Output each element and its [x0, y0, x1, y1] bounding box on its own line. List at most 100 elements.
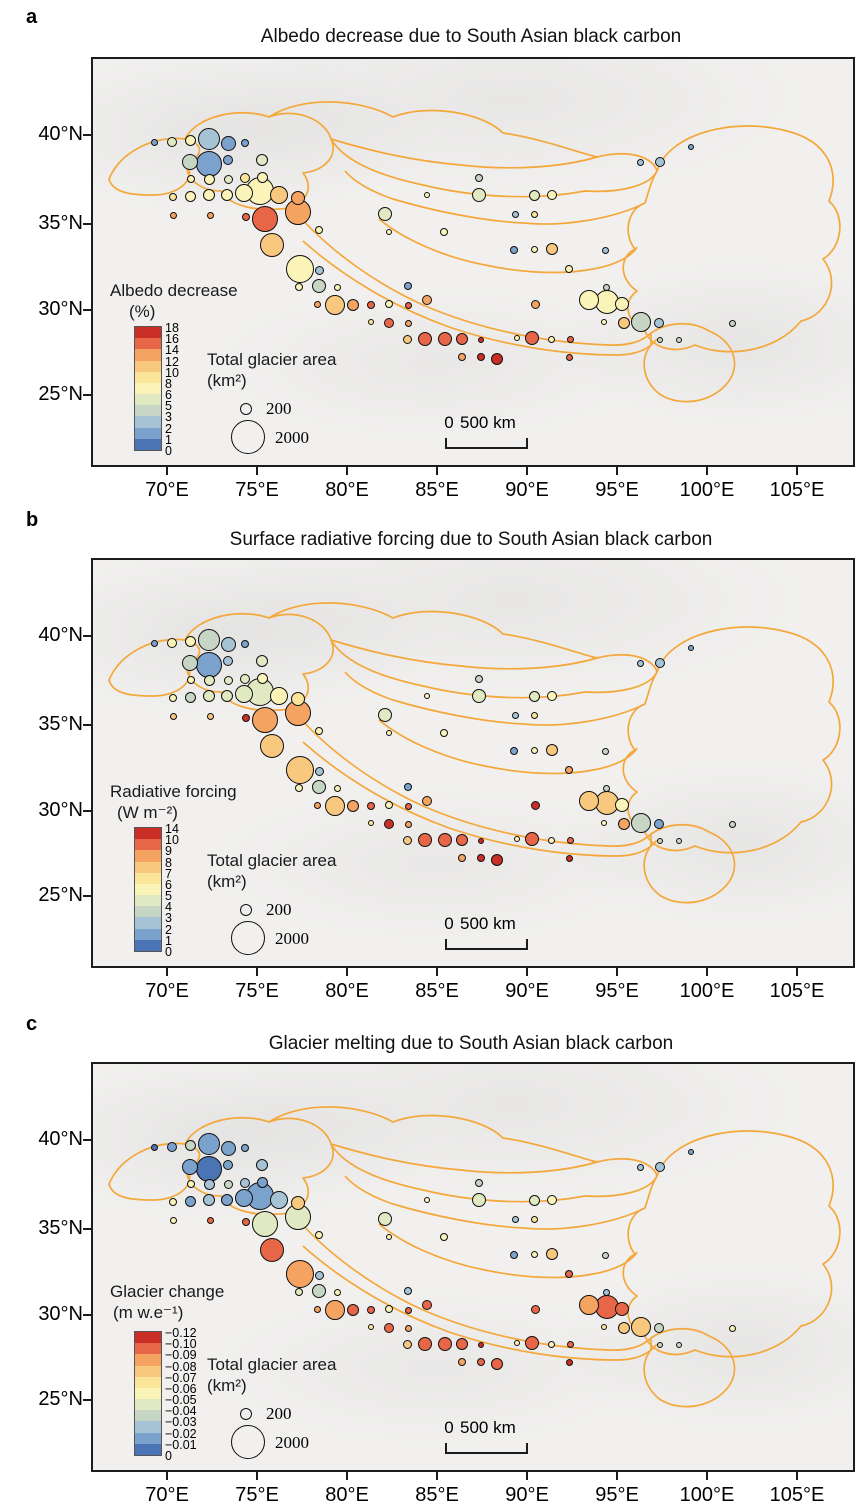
- glacier-bubble: [511, 1215, 519, 1223]
- glacier-bubble: [242, 213, 250, 221]
- glacier-bubble: [676, 1342, 682, 1348]
- glacier-bubble: [333, 784, 341, 792]
- panel-title: Albedo decrease due to South Asian black…: [260, 26, 682, 47]
- colorbar-tick-label: −0.02: [165, 1426, 197, 1441]
- legend-title: Glacier change: [110, 1282, 225, 1301]
- region-outlines: [108, 1106, 841, 1408]
- glacier-bubble: [546, 243, 558, 255]
- glacier-bubble: [325, 796, 345, 816]
- glacier-bubble: [184, 190, 196, 202]
- panel-letter: a: [26, 6, 38, 28]
- scale-bar-right-tick: [526, 438, 528, 448]
- colorbar-tick-label: 14: [165, 822, 179, 836]
- glacier-bubble: [260, 734, 284, 758]
- x-axis-tick: [256, 968, 258, 976]
- glacier-bubble: [456, 333, 468, 345]
- glacier-bubble: [367, 301, 375, 309]
- colorbar-tick-label: −0.06: [165, 1381, 197, 1396]
- glacier-bubble: [315, 727, 323, 735]
- x-axis-label: 105°E: [769, 1484, 825, 1506]
- y-axis-label: 25°N: [38, 383, 83, 405]
- y-axis-tick: [83, 394, 91, 396]
- colorbar-tick-label: −0.09: [165, 1348, 197, 1363]
- y-axis-tick: [83, 134, 91, 136]
- x-axis-label: 105°E: [769, 980, 825, 1002]
- region-outlines: [108, 602, 841, 904]
- colorbar-tick-label: 2: [165, 421, 172, 436]
- glacier-bubble: [615, 798, 629, 812]
- scale-bar-right-tick: [526, 939, 528, 949]
- glacier-bubble: [312, 279, 326, 293]
- scale-bar-zero: 0: [444, 1418, 454, 1437]
- x-axis-label: 70°E: [145, 1484, 189, 1506]
- x-axis-tick: [796, 467, 798, 475]
- map-canvas: Albedo decrease (%) 18 16 14 12 10 8 6 5 3 2 1 0 To…: [38, 57, 855, 501]
- y-axis-tick: [83, 895, 91, 897]
- glacier-bubble: [313, 1305, 321, 1313]
- glacier-bubble: [601, 820, 607, 826]
- glacier-bubble: [404, 820, 412, 828]
- x-axis-tick: [436, 968, 438, 976]
- size-label-large: 2000: [275, 1433, 309, 1452]
- glacier-bubble: [478, 337, 484, 343]
- glacier-bubble: [565, 1270, 573, 1278]
- glacier-bubble: [256, 154, 268, 166]
- x-axis-tick: [346, 467, 348, 475]
- glacier-bubble: [472, 1193, 486, 1207]
- glacier-bubble: [270, 186, 288, 204]
- glacier-bubble: [198, 629, 220, 651]
- colorbar-segment: [135, 839, 161, 851]
- glacier-bubble: [618, 1322, 630, 1334]
- y-axis-tick: [83, 1139, 91, 1141]
- glacier-bubble: [579, 791, 599, 811]
- colorbar-segment: [135, 1410, 161, 1422]
- glacier-bubble: [546, 1248, 558, 1260]
- legend-unit: (W m⁻²): [117, 803, 178, 822]
- size-legend-unit: (km²): [207, 872, 247, 891]
- glacier-bubble: [196, 151, 222, 177]
- glacier-bubble: [252, 707, 278, 733]
- glacier-bubble: [223, 1179, 233, 1189]
- glacier-bubble: [530, 1304, 540, 1314]
- glacier-bubble: [312, 1284, 326, 1298]
- glacier-bubble: [657, 1342, 663, 1348]
- colorbar-segment: [135, 1421, 161, 1433]
- glacier-bubble: [368, 1324, 374, 1330]
- glacier-bubble: [618, 317, 630, 329]
- scale-bar-line: [445, 447, 528, 449]
- glacier-bubble: [295, 1288, 303, 1296]
- glacier-bubble: [655, 658, 665, 668]
- x-axis-label: 90°E: [505, 1484, 549, 1506]
- glacier-bubble: [601, 747, 609, 755]
- glacier-bubble: [240, 1178, 250, 1188]
- glacier-bubble: [167, 137, 177, 147]
- glacier-bubble: [458, 1358, 466, 1366]
- colorbar-tick-label: 1: [165, 933, 172, 948]
- x-axis-label: 70°E: [145, 980, 189, 1002]
- colorbar-segment: [135, 906, 161, 918]
- glacier-bubble: [514, 836, 520, 842]
- glacier-bubble: [402, 334, 412, 344]
- x-axis-label: 95°E: [595, 980, 639, 1002]
- glacier-bubble: [270, 1191, 288, 1209]
- colorbar-segment: [135, 1332, 161, 1344]
- x-axis-label: 75°E: [235, 980, 279, 1002]
- y-axis-label: 40°N: [38, 624, 83, 646]
- glacier-bubble: [530, 800, 540, 810]
- glacier-bubble: [477, 854, 485, 862]
- size-legend-title: Total glacier area: [207, 1355, 337, 1374]
- glacier-bubble: [458, 854, 466, 862]
- colorbar-segment: [135, 928, 161, 940]
- glacier-bubble: [315, 226, 323, 234]
- glacier-bubble: [220, 636, 236, 652]
- glacier-bubble: [438, 833, 452, 847]
- scale-bar-right-tick: [526, 1443, 528, 1453]
- glacier-bubble: [150, 1143, 158, 1151]
- panel-a: a Albedo decrease due to South Asian bla…: [0, 0, 864, 501]
- x-axis-tick: [706, 968, 708, 976]
- glacier-bubble: [235, 685, 253, 703]
- glacier-bubble: [347, 800, 359, 812]
- glacier-bubble: [566, 1340, 574, 1348]
- legend-unit: (m w.e⁻¹): [113, 1303, 184, 1322]
- size-label-large: 2000: [275, 929, 309, 948]
